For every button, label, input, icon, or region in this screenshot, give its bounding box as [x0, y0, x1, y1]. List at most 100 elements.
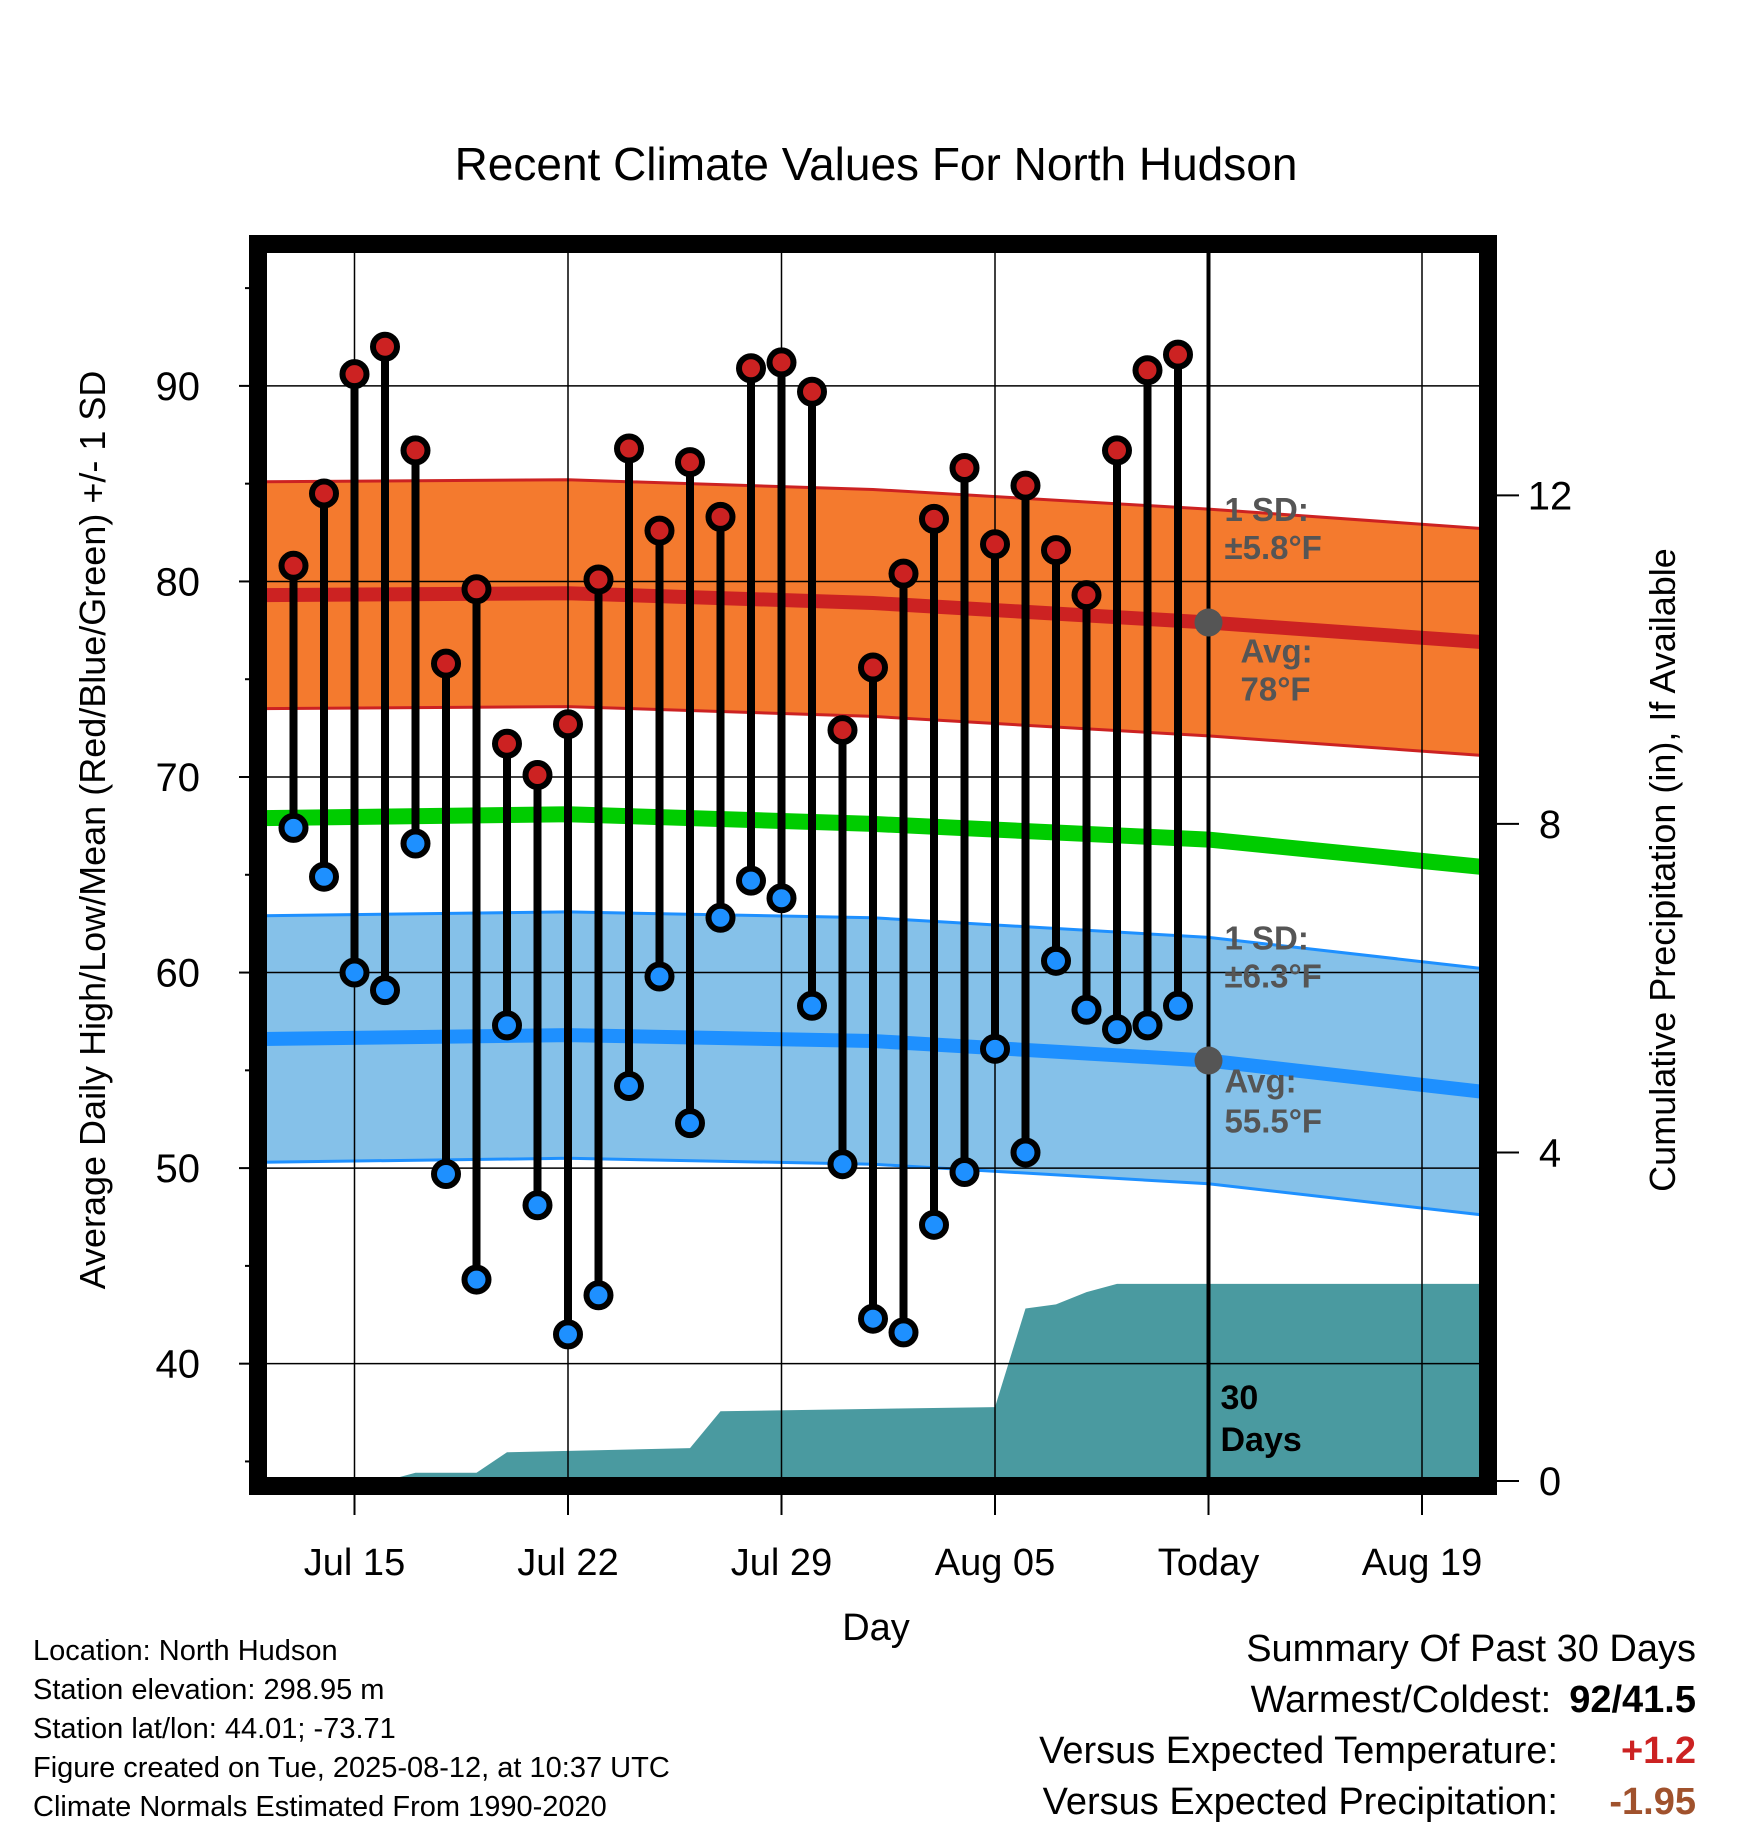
x-tick-label: Aug 05 — [935, 1542, 1055, 1584]
low-point — [644, 961, 675, 992]
low-point — [1071, 994, 1102, 1025]
high-point — [400, 435, 431, 466]
summary-warm-cold-value: 92/41.5 — [1569, 1679, 1696, 1721]
summary-temp-value: +1.2 — [1620, 1730, 1696, 1772]
y-axis-label: Average Daily High/Low/Mean (Red/Blue/Gr… — [72, 371, 113, 1290]
high-point — [705, 501, 736, 532]
low-point — [400, 828, 431, 859]
high-point — [980, 529, 1010, 560]
high-point — [736, 353, 766, 384]
low-point — [614, 1070, 644, 1101]
low-point — [1010, 1137, 1041, 1168]
summary-temp-label: Versus Expected Temperature: — [1039, 1730, 1558, 1772]
high-point — [888, 558, 919, 589]
high-point — [919, 503, 949, 534]
low-point — [339, 957, 370, 988]
days-word-label: Days — [1221, 1421, 1302, 1459]
today-high-avg-marker — [1194, 608, 1223, 637]
low-point — [1102, 1014, 1132, 1045]
low-point — [919, 1209, 949, 1240]
y2-tick-label: 12 — [1528, 474, 1573, 518]
low-point — [675, 1108, 705, 1139]
info-normals: Climate Normals Estimated From 1990-2020 — [33, 1791, 607, 1823]
station-info: Location: North Hudson Station elevation… — [33, 1632, 670, 1827]
high-point — [644, 515, 675, 546]
x-axis-label: Day — [842, 1607, 910, 1649]
high-point — [797, 376, 827, 407]
high-avg-label: Avg: — [1241, 633, 1313, 670]
summary-precip-label: Versus Expected Precipitation: — [1042, 1781, 1558, 1823]
low-point — [705, 902, 736, 933]
high-avg-value: 78°F — [1241, 671, 1311, 708]
low-point — [583, 1280, 614, 1311]
precip-area — [263, 1283, 1483, 1481]
y-tick-label: 70 — [156, 756, 201, 800]
low-point — [431, 1158, 461, 1189]
low-point — [827, 1149, 858, 1180]
high-point — [278, 550, 309, 581]
y2-tick-label: 0 — [1539, 1460, 1561, 1504]
summary-panel: Summary Of Past 30 Days Warmest/Coldest:… — [1039, 1624, 1696, 1828]
low-sd-value: ±6.3°F — [1225, 957, 1322, 994]
low-point — [1163, 990, 1193, 1021]
chart-title: Recent Climate Values For North Hudson — [455, 138, 1298, 190]
x-tick-label: Jul 15 — [304, 1542, 405, 1584]
low-point — [461, 1264, 492, 1295]
low-point — [522, 1190, 553, 1221]
low-avg-value: 55.5°F — [1225, 1103, 1323, 1140]
low-point — [1132, 1010, 1163, 1041]
low-point — [949, 1157, 980, 1188]
summary-title: Summary Of Past 30 Days — [1246, 1628, 1696, 1670]
high-point — [492, 728, 522, 759]
low-point — [797, 990, 827, 1021]
low-point — [766, 883, 797, 914]
low-point — [370, 975, 400, 1006]
x-tick-label: Aug 19 — [1362, 1542, 1482, 1584]
y-tick-label: 50 — [156, 1147, 201, 1191]
high-point — [766, 347, 797, 378]
high-point — [614, 433, 644, 464]
days-count-label: 30 — [1221, 1379, 1259, 1417]
summary-precip-value: -1.95 — [1609, 1781, 1696, 1823]
info-elevation: Station elevation: 298.95 m — [33, 1674, 385, 1706]
summary-warm-cold-label: Warmest/Coldest: — [1250, 1679, 1552, 1721]
y-tick-label: 60 — [156, 952, 201, 996]
y-tick-label: 80 — [156, 560, 201, 604]
low-point — [858, 1303, 888, 1334]
high-sd-band-upper-edge — [262, 478, 1484, 531]
low-point — [980, 1033, 1010, 1064]
x-tick-label: Today — [1158, 1542, 1259, 1584]
x-tick-label: Jul 22 — [517, 1542, 618, 1584]
y2-tick-label: 8 — [1539, 803, 1561, 847]
y2-tick-label: 4 — [1539, 1131, 1561, 1175]
low-point — [553, 1319, 583, 1350]
y-tick-label: 90 — [156, 365, 201, 409]
high-point — [827, 715, 858, 746]
high-sd-value: ±5.8°F — [1225, 529, 1322, 566]
high-point — [339, 359, 370, 390]
low-point — [309, 861, 339, 892]
y2-axis-label: Cumulative Precipitation (in), If Availa… — [1642, 548, 1683, 1192]
info-location: Location: North Hudson — [33, 1635, 338, 1667]
high-sd-label: 1 SD: — [1225, 491, 1309, 528]
low-point — [278, 812, 309, 843]
low-point — [1041, 945, 1071, 976]
high-point — [1102, 435, 1132, 466]
high-point — [949, 453, 980, 484]
plot-frame — [249, 235, 1497, 1495]
high-point — [1010, 470, 1041, 501]
low-point — [888, 1317, 919, 1348]
high-point — [461, 574, 492, 605]
low-avg-label: Avg: — [1225, 1063, 1297, 1100]
high-point — [583, 564, 614, 595]
high-point — [1163, 339, 1193, 370]
high-point — [553, 709, 583, 740]
high-point — [858, 652, 888, 683]
low-sd-label: 1 SD: — [1225, 919, 1309, 956]
high-point — [1132, 355, 1163, 386]
high-point — [675, 447, 705, 478]
high-point — [431, 648, 461, 679]
low-point — [736, 865, 766, 896]
